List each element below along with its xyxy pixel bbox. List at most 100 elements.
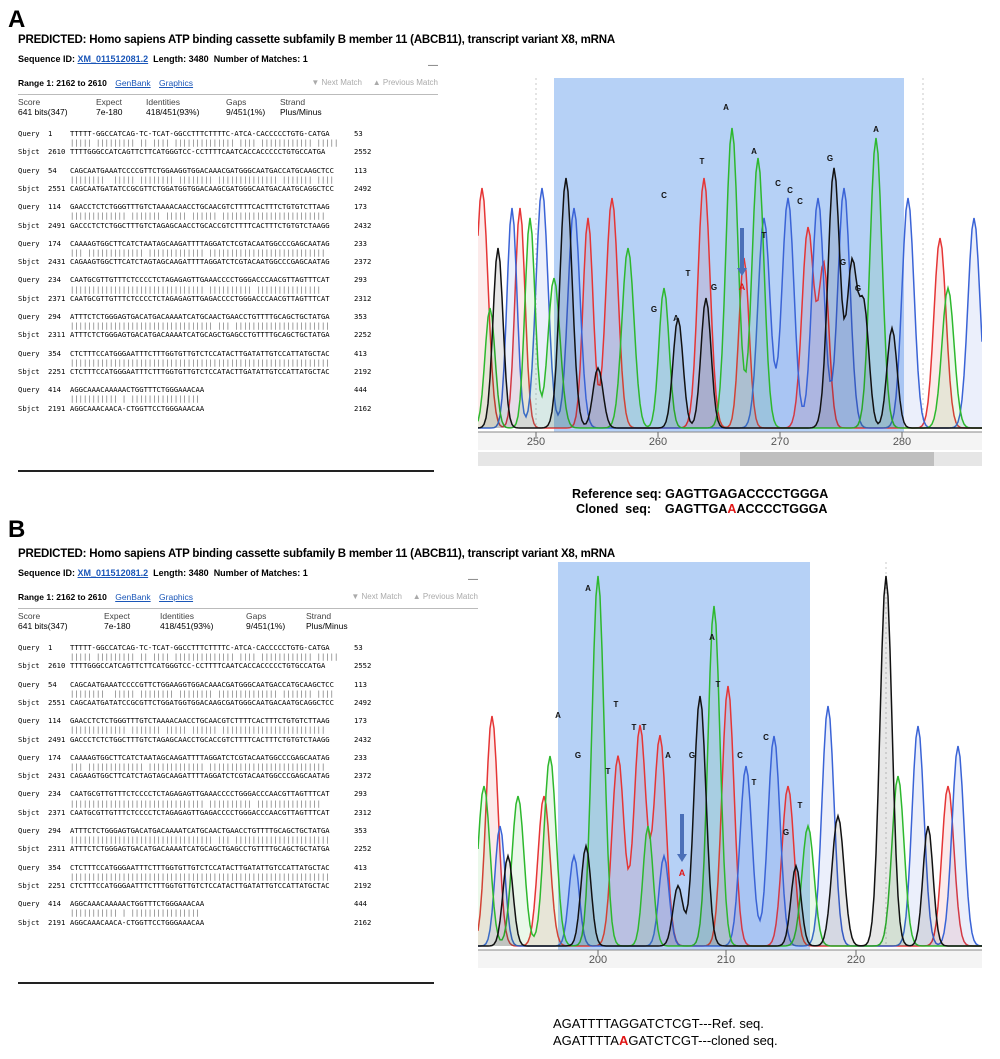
caption-ref-b: AGATTTTAGGATCTCGT---Ref. seq. <box>553 1016 764 1031</box>
alignment-block: Query 294 ATTTCTCTGGGAGTGACATGACAAAATCATGC… <box>18 312 372 340</box>
highlight-region <box>554 78 904 432</box>
x-tick-label: 270 <box>771 436 789 448</box>
base-call-label: T <box>762 231 767 240</box>
matches-value: 1 <box>302 568 308 578</box>
mutation-base: A <box>618 1033 629 1048</box>
base-call-label: G <box>783 828 789 837</box>
g-trace <box>478 167 982 429</box>
blast-title: PREDICTED: Homo sapiens ATP binding cass… <box>18 548 615 560</box>
alignment-block: Query 1 TTTTT-GGCCATCAG-TC-TCAT-GGCCTTTCTT… <box>18 643 372 671</box>
mutation-base-label: A <box>739 282 746 292</box>
x-tick-label: 260 <box>649 436 667 448</box>
base-call-label: G <box>827 154 833 163</box>
alignment-block: Query 354 CTCTTTCCATGGGAATTTCTTTGGTGTTGTCT… <box>18 348 372 377</box>
base-call-label: G <box>855 284 861 293</box>
caption-ref-a: Reference seq: GAGTTGAGACCCCTGGGA <box>572 487 829 501</box>
blast-title: PREDICTED: Homo sapiens ATP binding cass… <box>18 34 615 46</box>
divider <box>18 982 434 984</box>
alignment-block: Query 414 AGGCAAACAAAAACTGGTTTCTGGGAAACAA 4… <box>18 385 372 413</box>
sequence-alignment: Query 1 TTTTT-GGCCATCAG-TC-TCAT-GGCCTTTCTT… <box>18 129 438 413</box>
previous-match-link[interactable]: ▲ Previous Match <box>372 78 438 87</box>
collapse-icon[interactable]: — <box>468 574 478 585</box>
c-trace <box>478 705 982 947</box>
x-tick-label: 250 <box>527 436 545 448</box>
base-call-label: T <box>798 801 803 810</box>
base-call-label: G <box>711 283 717 292</box>
matches-value: 1 <box>302 54 308 64</box>
length-value: 3480 <box>188 54 209 64</box>
reference-sequence: GAGTTGAGACCCCTGGGA <box>665 487 829 501</box>
base-call-label: C <box>797 197 803 206</box>
panel-letter-a: A <box>8 6 26 33</box>
base-call-label: C <box>775 179 781 188</box>
base-call-label: A <box>751 147 757 156</box>
highlight-region <box>558 562 810 950</box>
mutation-base: A <box>727 502 737 516</box>
base-call-label: A <box>873 125 879 134</box>
a-trace <box>478 575 982 947</box>
x-tick-label: 200 <box>589 954 607 966</box>
sequence-id-link[interactable]: XM_011512081.2 <box>77 54 149 64</box>
caption-cloned-b: AGATTTTAAGATCTCGT---cloned seq. <box>553 1033 778 1048</box>
base-call-label: T <box>614 700 619 709</box>
base-call-label: T <box>752 778 757 787</box>
base-call-label: T <box>716 680 721 689</box>
genbank-link[interactable]: GenBank <box>115 592 151 602</box>
alignment-stats: Score 641 bits(347) Expect 7e-180 Identiti… <box>18 608 478 631</box>
base-call-label: G <box>651 305 657 314</box>
reference-sequence: AGATTTTAGGATCTCGT <box>553 1016 699 1031</box>
length-value: 3480 <box>188 568 209 578</box>
panel-letter-b: B <box>8 516 26 543</box>
alignment-block: Query 114 GAACCTCTCTGGGTTTGTCTAAAACAACCTGC… <box>18 202 372 230</box>
collapse-icon[interactable]: — <box>428 60 438 71</box>
t-trace <box>478 685 982 947</box>
base-call-label: A <box>673 314 679 323</box>
alignment-block: Query 414 AGGCAAACAAAAACTGGTTTCTGGGAAACAA 4… <box>18 899 372 927</box>
previous-match-link[interactable]: ▲ Previous Match <box>412 592 478 601</box>
base-call-label: C <box>763 733 769 742</box>
sequence-alignment: Query 1 TTTTT-GGCCATCAG-TC-TCAT-GGCCTTTCTT… <box>18 643 478 927</box>
base-call-label: A <box>585 584 591 593</box>
mutation-arrow-icon <box>740 228 744 268</box>
x-tick-label: 210 <box>717 954 735 966</box>
blast-result-b: PREDICTED: Homo sapiens ATP binding cass… <box>18 548 615 936</box>
mutation-base-label: A <box>679 868 686 878</box>
alignment-block: Query 54 CAGCAATGAAATCCCCGTTCTGGAAGGTGGACA… <box>18 165 372 194</box>
next-match-link[interactable]: ▼ Next Match <box>311 78 362 87</box>
base-call-label: C <box>661 191 667 200</box>
genbank-link[interactable]: GenBank <box>115 78 151 88</box>
base-call-label: T <box>642 723 647 732</box>
scrollbar-thumb <box>740 452 934 466</box>
divider <box>18 470 434 472</box>
graphics-link[interactable]: Graphics <box>159 592 194 602</box>
mutation-arrow-icon <box>680 814 684 854</box>
base-call-label: A <box>665 751 671 760</box>
alignment-block: Query 354 CTCTTTCCATGGGAATTTCTTTGGTGTTGTCT… <box>18 862 372 891</box>
sequence-id-line: Sequence ID: XM_011512081.2 Length: 3480… <box>18 54 308 64</box>
base-call-label: G <box>689 751 695 760</box>
graphics-link[interactable]: Graphics <box>159 78 194 88</box>
sequence-id-link[interactable]: XM_011512081.2 <box>77 568 149 578</box>
range-line: Range 1: 2162 to 2610 GenBank Graphics ▼… <box>18 592 478 602</box>
base-call-label: A <box>709 633 715 642</box>
range-line: Range 1: 2162 to 2610 GenBank Graphics ▼… <box>18 78 438 88</box>
base-call-label: T <box>606 767 611 776</box>
base-call-label: C <box>787 186 793 195</box>
base-call-label: G <box>575 751 581 760</box>
base-call-label: T <box>686 269 691 278</box>
alignment-block: Query 174 CAAAAGTGGCTTCATCTAATAGCAAGATTTTA… <box>18 238 372 267</box>
alignment-block: Query 234 CAATGCGTTGTTTCTCCCCTCTAGAGAGTTGA… <box>18 275 372 303</box>
alignment-block: Query 1 TTTTT-GGCCATCAG-TC-TCAT-GGCCTTTCTT… <box>18 129 372 157</box>
alignment-block: Query 174 CAAAAGTGGCTTCATCTAATAGCAAGATTTTA… <box>18 752 372 781</box>
alignment-block: Query 234 CAATGCGTTGTTTCTCCCCTCTAGAGAGTTGA… <box>18 789 372 817</box>
g-trace <box>478 575 982 947</box>
next-match-link[interactable]: ▼ Next Match <box>351 592 402 601</box>
base-call-label: T <box>700 157 705 166</box>
alignment-stats: Score 641 bits(347) Expect 7e-180 Identiti… <box>18 94 438 117</box>
blast-result-a: PREDICTED: Homo sapiens ATP binding cass… <box>18 34 615 422</box>
x-tick-label: 280 <box>893 436 911 448</box>
base-call-label: A <box>555 711 561 720</box>
alignment-block: Query 294 ATTTCTCTGGGAGTGACATGACAAAATCATGC… <box>18 826 372 854</box>
